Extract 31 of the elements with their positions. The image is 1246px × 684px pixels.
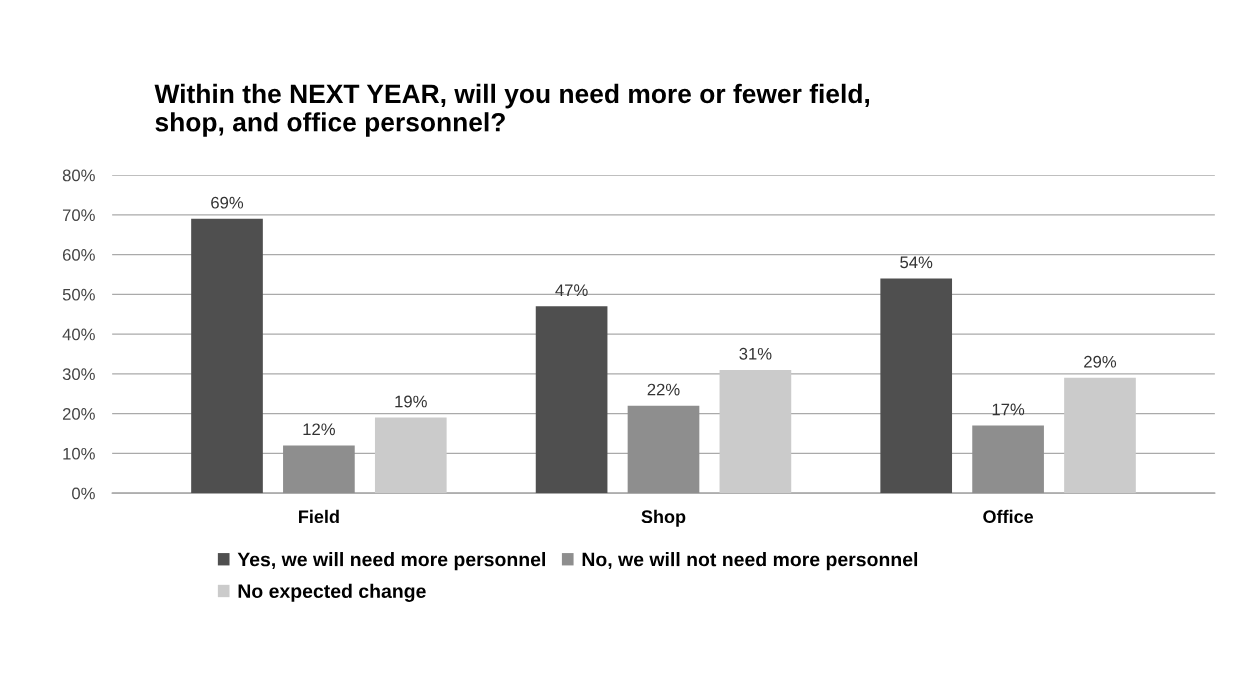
x-tick-label: Office xyxy=(983,509,1034,524)
text: 19% xyxy=(395,395,427,408)
y-tick-label: 10% xyxy=(63,447,95,460)
bar xyxy=(191,218,263,494)
text: 54% xyxy=(900,256,933,269)
legend-label: No expected change xyxy=(238,583,426,602)
text: 69% xyxy=(211,196,244,209)
bar xyxy=(880,278,953,494)
bar xyxy=(1064,377,1136,494)
chart-title: Within the NEXT YEAR, will you need more or fewer field, shop, and office personnel? xyxy=(154,83,870,137)
text: 22% xyxy=(647,383,680,396)
bar xyxy=(719,369,792,494)
text: 47% xyxy=(555,284,588,296)
x-tick-label: Field xyxy=(299,509,339,524)
y-tick-label: 0% xyxy=(72,487,95,500)
bar xyxy=(535,306,608,494)
text: 12% xyxy=(303,423,335,436)
text: 31% xyxy=(739,347,772,360)
text: 17% xyxy=(992,403,1025,416)
y-tick-label: 80% xyxy=(62,169,95,182)
legend-label: Yes, we will need more personnel xyxy=(237,552,545,571)
x-tick-label: Shop xyxy=(641,509,686,527)
y-tick-label: 70% xyxy=(62,209,95,222)
y-tick-label: 40% xyxy=(62,328,95,341)
y-tick-label: 30% xyxy=(62,368,95,381)
y-tick-label: 60% xyxy=(62,249,95,261)
y-tick-label: 20% xyxy=(62,408,95,420)
text: 29% xyxy=(1084,355,1117,368)
bar xyxy=(374,417,447,494)
y-tick-label: 50% xyxy=(62,288,95,301)
legend-label: No, we will not need more personnel xyxy=(582,552,918,571)
